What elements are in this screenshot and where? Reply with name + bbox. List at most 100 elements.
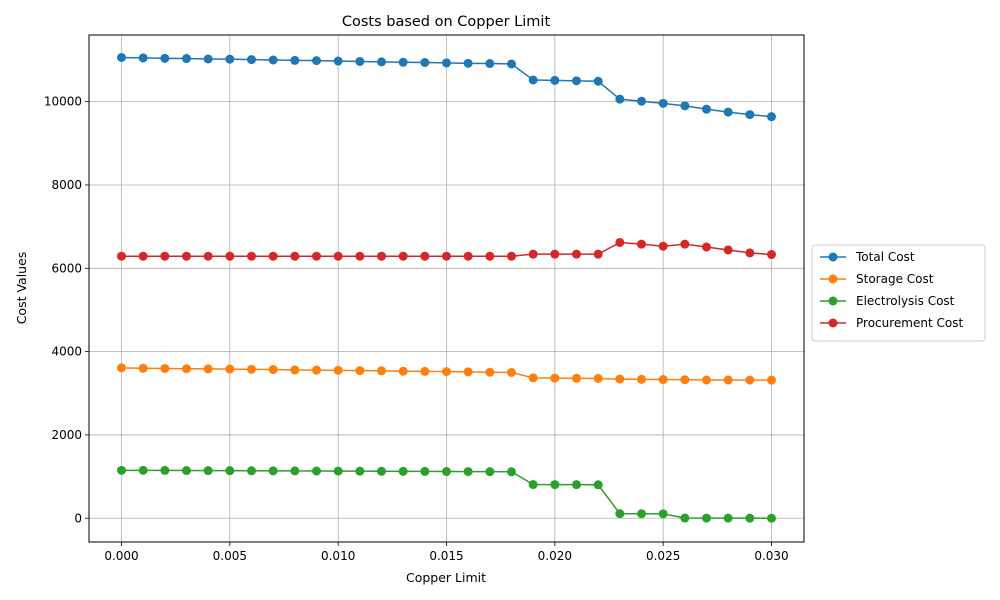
data-point [463, 467, 473, 477]
data-point [637, 96, 646, 106]
data-point [615, 94, 625, 104]
data-point [312, 251, 321, 261]
data-point [615, 509, 625, 519]
data-point [247, 364, 256, 374]
data-point [377, 466, 386, 476]
data-point [290, 365, 300, 375]
y-tick-label: 6000 [51, 261, 82, 275]
data-point [268, 365, 278, 375]
y-tick-label: 4000 [51, 345, 82, 359]
data-point [355, 251, 365, 261]
data-point [572, 249, 581, 259]
data-point [680, 101, 690, 111]
data-point [138, 363, 148, 373]
data-point [247, 466, 256, 476]
x-tick-label: 0.030 [754, 549, 788, 563]
data-point [138, 53, 148, 63]
data-point [572, 76, 581, 86]
y-tick-label: 2000 [51, 428, 82, 442]
legend-item: Total Cost [820, 250, 915, 264]
data-point [723, 513, 733, 523]
x-tick-label: 0.025 [646, 549, 680, 563]
data-point [615, 237, 625, 247]
data-point [138, 465, 148, 475]
data-point [398, 251, 408, 261]
data-point [290, 55, 300, 65]
data-point [420, 366, 430, 376]
grid [89, 35, 804, 542]
data-point [528, 249, 538, 259]
data-point [442, 251, 451, 261]
data-point [658, 98, 668, 108]
data-point [485, 251, 495, 261]
legend-swatch-marker [828, 318, 838, 328]
y-ticks: 0 2000 4000 6000 8000 10000 [44, 95, 89, 525]
data-point [658, 375, 668, 385]
chart-title: Costs based on Copper Limit [342, 14, 551, 30]
data-point [312, 365, 321, 375]
data-point [442, 58, 451, 68]
data-point [225, 54, 235, 64]
legend-item: Electrolysis Cost [820, 294, 955, 308]
series-electrolysis-cost [117, 465, 776, 523]
data-point [182, 466, 191, 476]
data-point [593, 76, 603, 86]
data-point [160, 363, 170, 373]
data-point [182, 54, 191, 64]
data-point [528, 75, 538, 85]
series-procurement-cost [117, 237, 776, 261]
data-point [117, 52, 126, 62]
data-point [637, 239, 646, 249]
data-point [117, 465, 126, 475]
x-axis-label: Copper Limit [406, 570, 486, 585]
data-point [572, 373, 581, 383]
data-point [160, 251, 170, 261]
data-point [702, 513, 711, 523]
data-point [550, 249, 560, 259]
series-layer [117, 52, 776, 523]
data-point [355, 466, 365, 476]
data-point [442, 367, 451, 377]
data-point [138, 251, 148, 261]
data-point [203, 466, 213, 476]
data-point [117, 363, 126, 373]
data-point [745, 110, 755, 120]
data-point [203, 364, 213, 374]
data-point [658, 509, 668, 519]
x-tick-label: 0.000 [104, 549, 138, 563]
data-point [507, 367, 516, 377]
data-point [420, 57, 430, 67]
data-point [247, 55, 256, 65]
legend-item: Storage Cost [820, 272, 934, 286]
data-point [377, 366, 386, 376]
data-point [420, 466, 430, 476]
data-point [203, 54, 213, 64]
data-point [333, 365, 343, 375]
data-point [290, 251, 300, 261]
x-tick-label: 0.015 [429, 549, 463, 563]
data-point [550, 373, 560, 383]
data-point [680, 513, 690, 523]
legend-swatch-marker [828, 296, 838, 306]
data-point [203, 251, 213, 261]
data-point [745, 248, 755, 258]
data-point [225, 364, 235, 374]
data-point [593, 249, 603, 259]
data-point [702, 375, 711, 385]
data-point [463, 58, 473, 68]
data-point [485, 59, 495, 69]
data-point [442, 467, 451, 477]
data-point [333, 466, 343, 476]
data-point [290, 466, 300, 476]
y-tick-label: 0 [74, 511, 82, 525]
data-point [702, 104, 711, 114]
x-tick-label: 0.005 [213, 549, 247, 563]
x-tick-label: 0.020 [538, 549, 572, 563]
data-point [312, 466, 321, 476]
x-ticks: 0.000 0.005 0.010 0.015 0.020 0.025 0.030 [104, 542, 789, 563]
data-point [593, 373, 603, 383]
data-point [225, 466, 235, 476]
data-point [702, 242, 711, 252]
data-point [377, 251, 386, 261]
legend-swatch-marker [828, 274, 838, 284]
